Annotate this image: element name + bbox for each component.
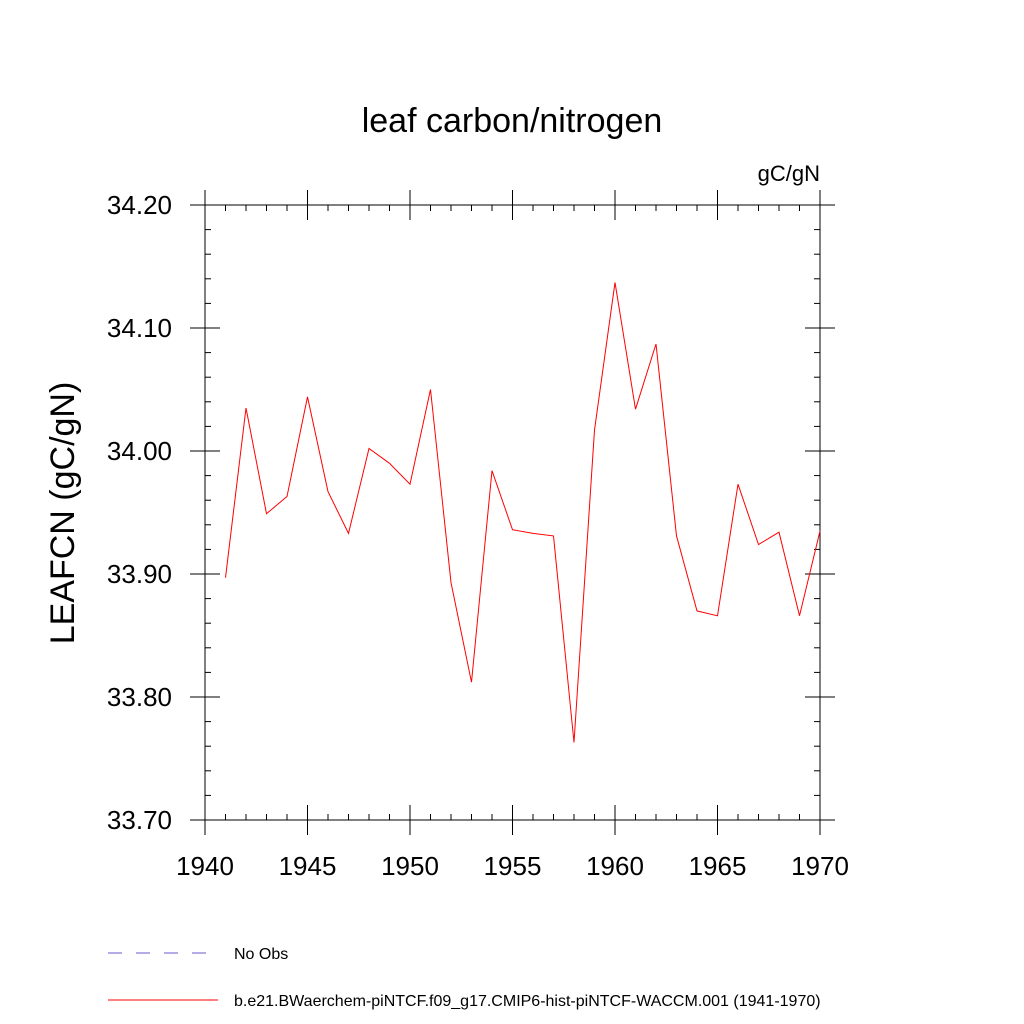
legend-label-no-obs: No Obs bbox=[234, 946, 288, 963]
x-tick-label: 1950 bbox=[381, 851, 439, 881]
y-tick-labels: 33.70 33.80 33.90 34.00 34.10 34.20 bbox=[107, 190, 172, 835]
series-layer bbox=[225, 282, 821, 743]
y-axis-label: LEAFCN (gC/gN) bbox=[44, 382, 82, 645]
y-tick-label: 34.00 bbox=[107, 436, 172, 466]
x-tick-label: 1960 bbox=[586, 851, 644, 881]
x-tick-label: 1955 bbox=[484, 851, 542, 881]
x-tick-label: 1970 bbox=[791, 851, 849, 881]
axis-ticks bbox=[190, 190, 835, 835]
x-tick-label: 1945 bbox=[279, 851, 337, 881]
x-tick-labels: 1940 1945 1950 1955 1960 1965 1970 bbox=[176, 851, 849, 881]
legend: No Obs b.e21.BWaerchem-piNTCF.f09_g17.CM… bbox=[108, 946, 821, 1010]
y-tick-label: 33.90 bbox=[107, 559, 172, 589]
x-tick-label: 1965 bbox=[689, 851, 747, 881]
chart-title: leaf carbon/nitrogen bbox=[362, 102, 663, 140]
x-tick-label: 1940 bbox=[176, 851, 234, 881]
y-tick-label: 34.10 bbox=[107, 313, 172, 343]
series-line-1 bbox=[225, 282, 821, 743]
y-tick-label: 34.20 bbox=[107, 190, 172, 220]
plot-frame bbox=[204, 204, 821, 821]
y-tick-label: 33.70 bbox=[107, 805, 172, 835]
units-label: gC/gN bbox=[758, 161, 820, 186]
y-tick-label: 33.80 bbox=[107, 682, 172, 712]
legend-label-model: b.e21.BWaerchem-piNTCF.f09_g17.CMIP6-his… bbox=[234, 993, 821, 1010]
